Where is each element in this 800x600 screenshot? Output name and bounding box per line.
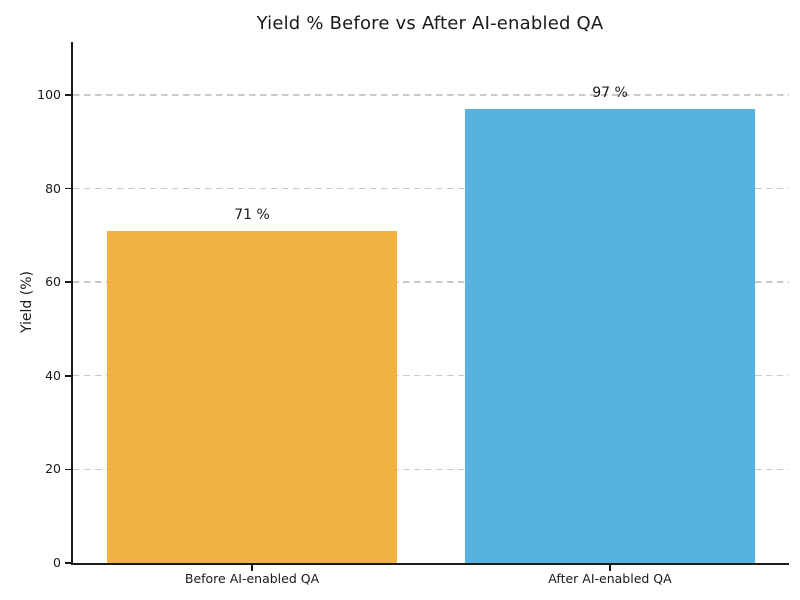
y-tick-label-40: 40 — [45, 367, 61, 383]
y-axis-label: Yield (%) — [19, 270, 35, 334]
y-tick-label-80: 80 — [45, 180, 61, 196]
gridline-y-100 — [73, 94, 789, 96]
gridline-y-80 — [73, 187, 789, 190]
x-tick-label-before-ai-enabled-qa: Before AI-enabled QA — [184, 571, 320, 586]
chart-title: Yield % Before vs After AI-enabled QA — [256, 13, 604, 34]
y-tick-label-60: 60 — [45, 274, 61, 290]
x-tick-mark-before-ai-enabled-qa — [251, 565, 253, 571]
bar-before-ai-enabled-qa — [107, 230, 397, 563]
gridline-y-20 — [73, 468, 789, 471]
gridline-y-40 — [73, 375, 789, 377]
x-tick-mark-after-ai-enabled-qa — [609, 565, 611, 571]
bar-after-ai-enabled-qa — [465, 108, 755, 563]
plot-area — [71, 42, 789, 565]
gridline-y-60 — [73, 281, 789, 283]
y-tick-label-0: 0 — [53, 555, 61, 570]
x-tick-label-after-ai-enabled-qa: After AI-enabled QA — [548, 571, 672, 586]
y-tick-label-20: 20 — [45, 461, 61, 477]
y-tick-label-100: 100 — [37, 86, 61, 102]
